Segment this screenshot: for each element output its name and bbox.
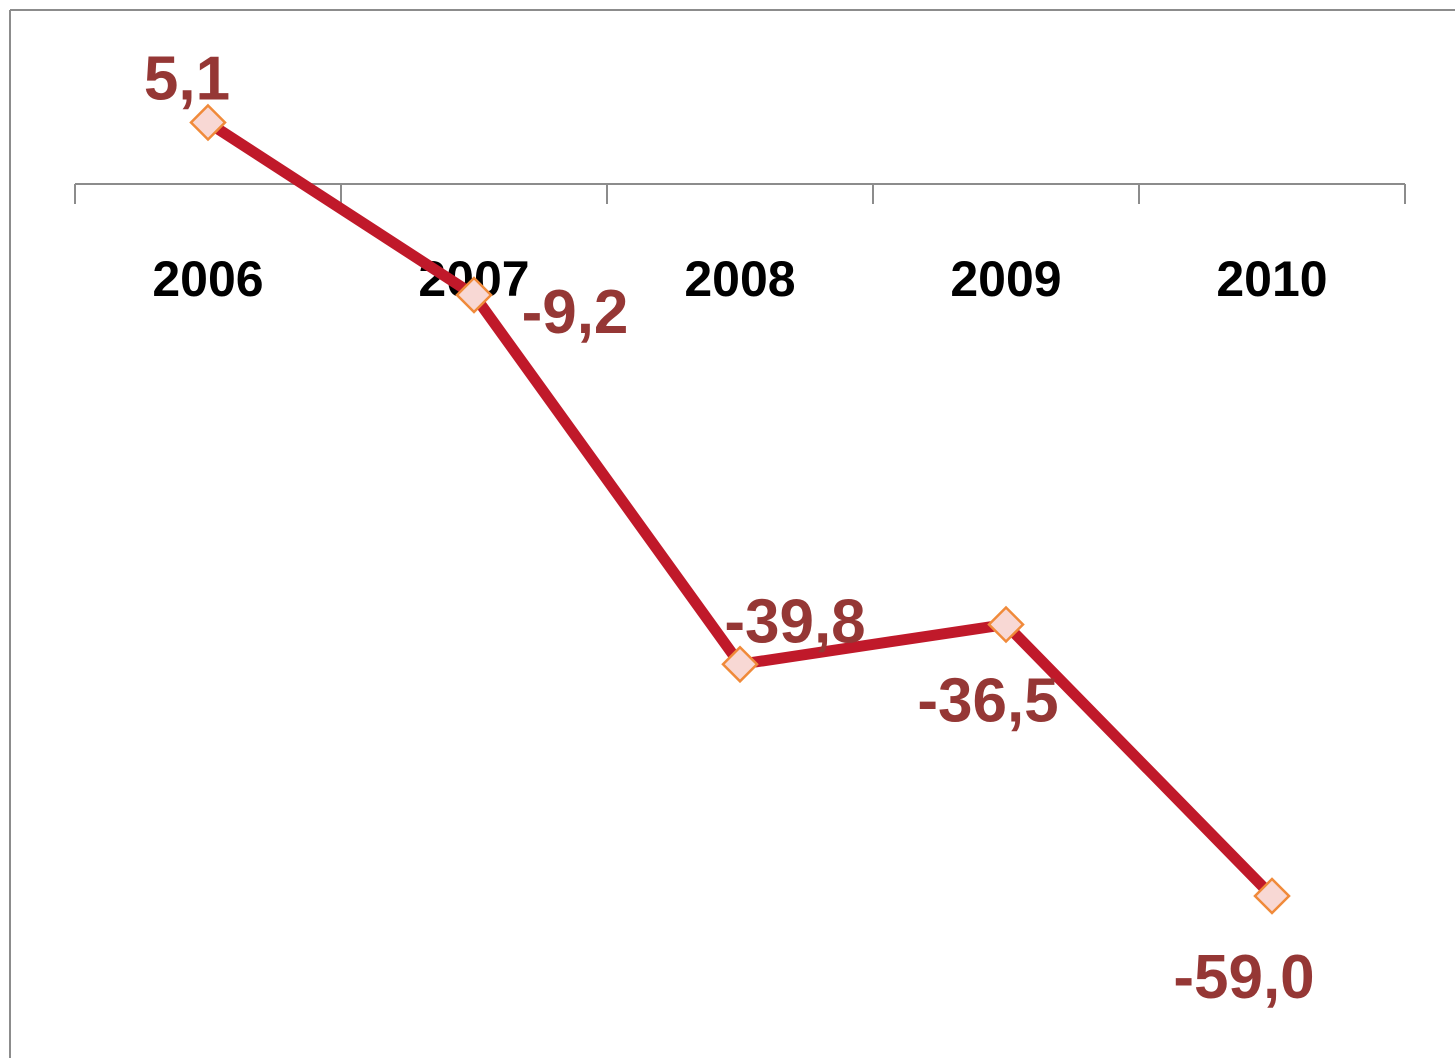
chart-frame: [9, 9, 1455, 1058]
data-label-2010: -59,0: [1173, 943, 1314, 1012]
data-point-marker-2010: [1253, 877, 1291, 915]
series-markers: [189, 103, 1291, 915]
data-label-2009: -36,5: [917, 666, 1058, 735]
x-tick-label-2006: 2006: [152, 251, 263, 307]
data-point-marker-2006: [189, 103, 227, 142]
x-tick-label-2008: 2008: [684, 251, 795, 307]
x-tick-label-2009: 2009: [950, 251, 1061, 307]
data-point-marker-2008: [721, 645, 759, 684]
data-label-2006: 5,1: [144, 44, 230, 113]
data-point-marker-2007: [455, 276, 493, 314]
data-point-marker-2009: [987, 605, 1025, 644]
data-label-2007: -9,2: [522, 278, 629, 347]
data-label-2008: -39,8: [724, 587, 865, 656]
x-tick-label-2010: 2010: [1216, 251, 1327, 307]
data-labels: 5,1 -9,2 -39,8 -36,5 -59,0: [144, 44, 1315, 1012]
